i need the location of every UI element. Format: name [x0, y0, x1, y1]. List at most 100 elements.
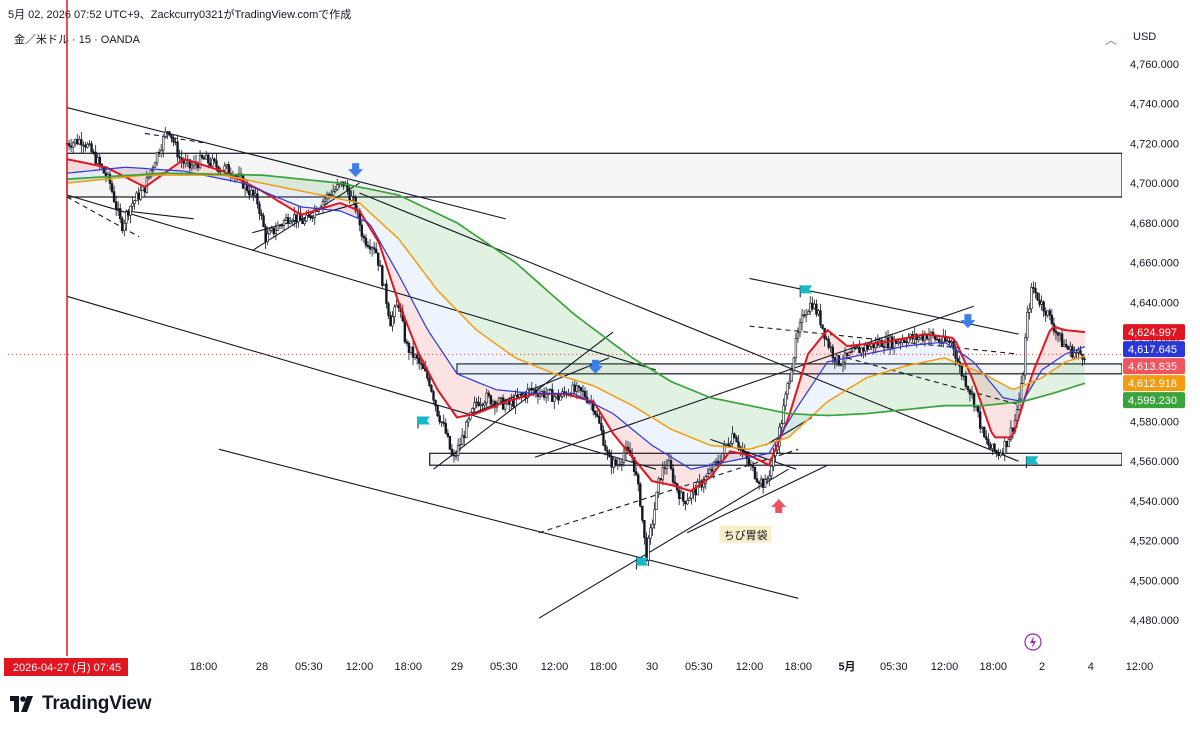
candle-body	[266, 233, 269, 242]
candle-body	[579, 387, 583, 392]
y-tick-label: 4,660.000	[1130, 258, 1179, 270]
x-tick-label: 2	[1039, 661, 1045, 673]
symbol-label[interactable]: 金／米ドル · 15 · OANDA	[14, 34, 140, 46]
flag-2	[800, 285, 813, 294]
candle-body	[350, 196, 353, 201]
candle-body	[168, 131, 171, 136]
candle-body	[766, 478, 769, 480]
candle-body	[352, 196, 355, 198]
candle-body	[78, 139, 81, 145]
candle-body	[753, 466, 757, 479]
candle-body	[334, 189, 337, 192]
candle-body	[354, 197, 357, 211]
candle-body	[198, 155, 202, 169]
candle-body	[757, 481, 761, 484]
candle-body	[481, 404, 484, 406]
candle-body	[129, 205, 132, 216]
candle-body	[1009, 427, 1013, 440]
candle-body	[1056, 332, 1060, 336]
candle-body	[1067, 346, 1070, 350]
candle-body	[970, 393, 974, 395]
candle-body	[346, 183, 349, 191]
candle-body	[366, 245, 370, 248]
x-tick-label: 4	[1088, 661, 1094, 673]
candle-body	[671, 468, 675, 483]
candle-body	[1032, 287, 1035, 289]
candle-body	[667, 460, 671, 466]
trendline-9	[433, 331, 614, 470]
trendline-1	[66, 194, 657, 371]
candle-body	[411, 346, 415, 358]
signal-down-1	[587, 359, 603, 374]
candle-body	[428, 377, 431, 386]
tradingview-logo[interactable]: TradingView	[10, 693, 152, 715]
candle-body	[651, 523, 654, 529]
candle-body	[802, 314, 806, 317]
candle-body	[821, 324, 824, 329]
candle-body	[215, 160, 218, 168]
candle-body	[471, 408, 474, 413]
trendline-16	[749, 277, 1019, 335]
candle-body	[88, 143, 91, 145]
candle-body	[442, 421, 445, 424]
candle-body	[176, 141, 179, 158]
candle-body	[489, 395, 493, 405]
candle-body	[125, 211, 128, 224]
candle-body	[612, 459, 615, 468]
candle-body	[788, 380, 791, 384]
candle-body	[935, 339, 939, 341]
candle-body	[420, 362, 423, 365]
candle-body	[641, 505, 644, 521]
candle-body	[563, 391, 566, 394]
candle-body	[377, 252, 380, 266]
candle-body	[864, 344, 867, 352]
chevron-up-icon[interactable]: ︿	[1105, 33, 1118, 47]
candle-body	[514, 394, 517, 407]
candle-body	[1038, 299, 1041, 305]
candle-body	[121, 218, 124, 232]
candle-body	[305, 214, 308, 222]
candle-body	[806, 311, 810, 315]
candle-body	[102, 166, 106, 174]
candle-body	[450, 448, 454, 456]
candle-body	[379, 265, 382, 267]
candle-body	[1007, 439, 1011, 448]
candle-body	[110, 183, 114, 192]
crosshair-time-label: 2026-04-27 (月) 07:45	[13, 662, 121, 674]
signal-up-3	[771, 498, 787, 513]
candle-body	[276, 224, 280, 231]
candle-body	[274, 230, 278, 235]
candle-body	[978, 411, 982, 429]
candle-body	[817, 310, 820, 315]
candle-body	[413, 354, 417, 358]
candle-body	[1034, 288, 1037, 293]
x-tick-label: 18:00	[589, 661, 617, 673]
candle-body	[751, 464, 755, 468]
candle-body	[696, 481, 699, 496]
candle-body	[1046, 310, 1049, 316]
candle-body	[188, 159, 192, 169]
candle-body	[755, 478, 759, 483]
candle-body	[743, 451, 746, 454]
candle-body	[446, 432, 450, 437]
candle-body	[868, 346, 871, 350]
candle-body	[995, 450, 998, 453]
candle-body	[387, 303, 390, 316]
candle-body	[688, 497, 691, 501]
currency-label[interactable]: USD	[1133, 31, 1157, 43]
candle-body	[1019, 383, 1023, 400]
candle-body	[530, 388, 533, 391]
candle-body	[264, 226, 267, 242]
candle-body	[800, 314, 804, 324]
trendline-13	[538, 448, 799, 534]
candle-body	[438, 415, 441, 423]
candle-body	[921, 335, 925, 341]
candle-body	[694, 488, 697, 496]
price-tag-ema_slow	[1123, 375, 1185, 392]
candle-body	[1011, 427, 1015, 432]
flag-3	[1026, 456, 1039, 465]
candle-body	[858, 347, 861, 354]
candle-body	[786, 382, 789, 395]
price-chart[interactable]: ちび胃袋 4,480.000 4,500.000 4,520.000 4,540.00…	[0, 0, 1200, 690]
candle-body	[135, 192, 138, 202]
